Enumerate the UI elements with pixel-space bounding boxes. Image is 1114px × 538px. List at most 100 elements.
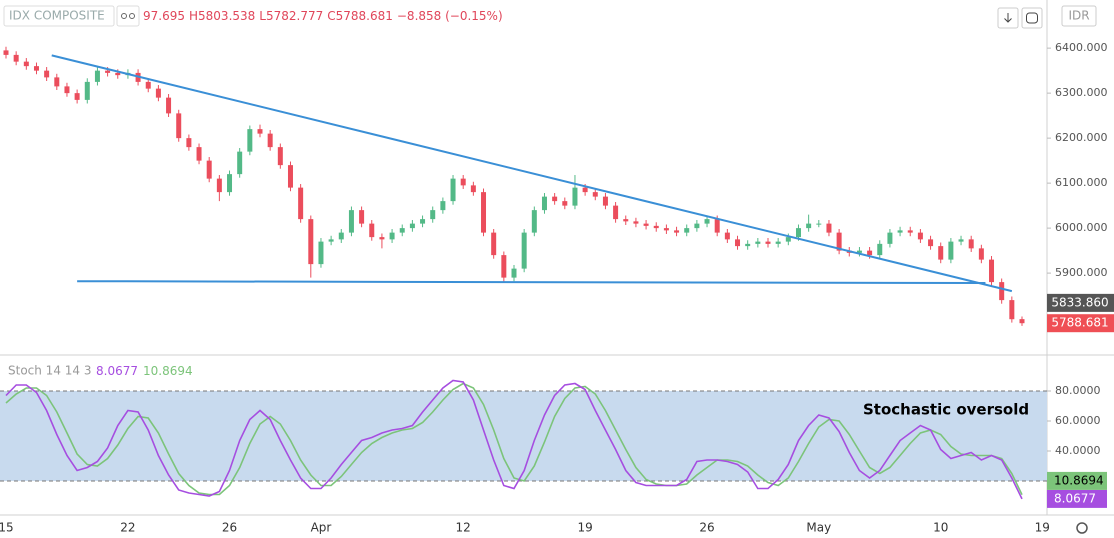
candle-body [978,248,984,260]
candle-body [674,230,680,233]
price-tag [1047,314,1114,333]
candle-body [592,192,598,197]
candle-body [145,81,151,89]
currency-box[interactable] [1061,5,1097,27]
candle-body [369,223,375,238]
candle-body [735,239,741,247]
y-tick-label: 6300.000 [1055,86,1108,99]
candle-body [308,219,314,265]
trendline [51,54,1013,293]
candle-body [470,185,476,193]
candle-body [755,241,761,244]
candle-body [867,250,873,256]
candle-body [64,86,70,94]
candle-body [928,239,934,247]
candle-body [958,239,964,242]
candle-body [531,210,537,233]
close-value: C5788.681 [327,9,393,23]
candle-body [582,187,588,193]
candle-body [572,187,578,206]
candle-body [613,205,619,220]
candle-body [948,241,954,260]
candle-body [359,210,365,224]
x-tick-label: 26 [222,521,237,535]
candle-body [74,93,80,100]
price-tag [1047,293,1114,312]
candle-body [409,223,415,229]
value-tag [1047,471,1107,490]
candle-body [287,165,293,188]
candle-body [968,239,974,249]
annotation: Stochastic oversold [863,401,1029,419]
candle-body [562,201,568,206]
candle-body [684,228,690,233]
candle-body [206,160,212,179]
y-tick-label: 60.0000 [1055,414,1101,427]
candle-body [785,237,791,242]
candle-body [3,50,9,55]
candle-body [1019,319,1025,324]
x-tick-label: Apr [311,521,332,535]
candle-body [237,151,243,175]
candle-body [714,219,720,233]
candle-body [643,223,649,226]
candle-body [155,88,161,98]
candle-body [84,81,90,100]
candle-body [399,228,405,233]
candle-body [216,178,222,193]
x-tick-label: 19 [577,521,592,535]
trendline [77,280,986,285]
price-tag-label: 5788.681 [1051,316,1108,330]
candle-body [765,241,771,244]
symbol-box[interactable] [3,5,115,27]
candle-body [836,232,842,251]
refresh-button[interactable] [1021,7,1043,29]
candle-body [511,268,517,278]
high-value: H5803.538 [189,9,255,23]
y-tick-label: 80.0000 [1055,384,1101,397]
candle-body [653,225,659,229]
candle-body [501,255,507,278]
candle-body [44,70,50,78]
value-tag [1047,489,1107,508]
y-tick-label: 6100.000 [1055,176,1108,189]
candle-body [166,97,172,114]
candle-body [186,138,192,148]
candle-body [541,196,547,211]
candle-body [176,113,182,139]
value-tag-label: 8.0677 [1054,491,1096,505]
candle-body [694,223,700,229]
candle-body [257,129,263,134]
candle-body [745,243,751,247]
candle-body [806,223,812,229]
x-tick-label: 12 [456,521,471,535]
candle-body [907,230,913,233]
candle-body [267,133,273,148]
price-tag-label: 5833.860 [1051,295,1108,309]
more-button[interactable] [116,5,140,27]
candle-body [989,259,995,283]
candle-body [602,196,608,206]
x-tick-label: 15 [0,521,14,535]
candle-body [33,66,39,71]
candle-body [13,54,19,62]
candle-body [115,72,121,76]
candle-body [389,232,395,240]
settings-icon[interactable] [1076,522,1088,534]
candle-body [450,178,456,202]
candle-body [23,61,29,67]
indicator-values: 8.0677 10.8694 [96,364,193,378]
ohlc-header: 97.695 H5803.538 L5782.777 C5788.681 −8.858 … [143,9,503,23]
candle-body [318,241,324,265]
symbol-title: IDX COMPOSITE [9,9,105,23]
candle-body [816,223,822,225]
candle-body [491,232,497,256]
candle-body [552,196,558,202]
candle-body [338,232,344,240]
y-tick-label: 6200.000 [1055,131,1108,144]
icon [1026,12,1038,24]
candle-body [897,230,903,233]
icon [129,13,135,19]
candle-body [724,232,730,240]
